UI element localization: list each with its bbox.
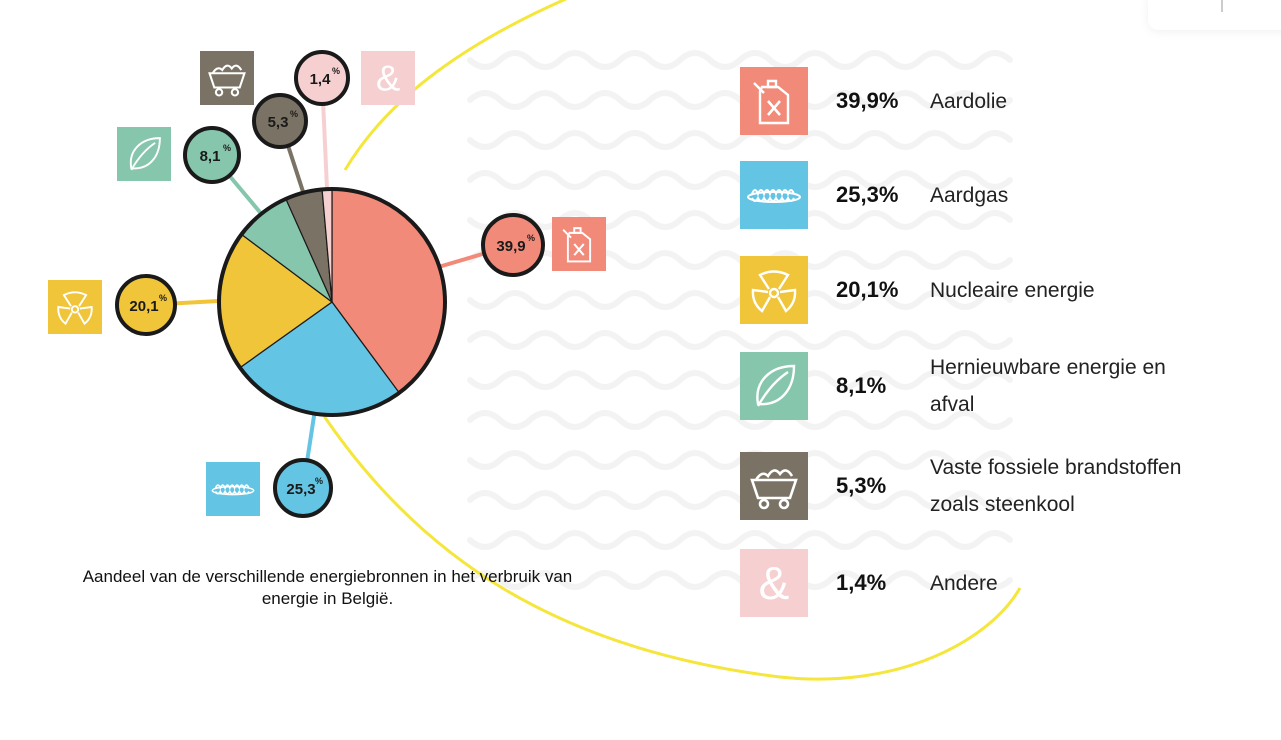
- legend-item: 8,1% Hernieuwbare energie en afval: [740, 352, 1260, 420]
- chart-caption: Aandeel van de verschillende energiebron…: [82, 567, 573, 608]
- legend: 39,9% Aardolie 25,3% Aardgas 20,1% Nucle…: [740, 0, 1260, 740]
- gas-flame-icon: [206, 462, 260, 516]
- svg-text:&: &: [376, 58, 400, 99]
- pie-label-bubble-0: [481, 213, 545, 277]
- legend-label: Aardolie: [930, 89, 1008, 113]
- legend-label: Aardgas: [930, 183, 1009, 207]
- legend-percentage: 8,1%: [836, 373, 887, 398]
- pie-data-label-unit-4: %: [290, 109, 298, 119]
- background-squiggle: [467, 410, 1013, 430]
- pie-data-label-3: 8,1: [200, 148, 221, 165]
- pie-data-label-5: 1,4: [310, 71, 332, 88]
- legend-item: 5,3% Vaste fossiele brandstoffen zoals s…: [740, 452, 1260, 520]
- top-right-card: [1148, 0, 1281, 30]
- legend-item: & 1,4% Andere: [740, 549, 1260, 617]
- pie-label-bubble-5: [294, 50, 350, 106]
- leaf-icon: [740, 352, 808, 420]
- legend-percentage: 20,1%: [836, 277, 899, 302]
- legend-percentage: 5,3%: [836, 473, 887, 498]
- background-squiggle: [467, 330, 1013, 350]
- pie-data-label-unit-5: %: [332, 66, 340, 76]
- background-squiggle: [467, 50, 1013, 70]
- legend-item: 39,9% Aardolie: [740, 67, 1260, 135]
- coal-cart-icon: [740, 452, 808, 520]
- legend-label: Nucleaire energie: [930, 278, 1095, 302]
- ampersand-icon: &: [740, 549, 808, 617]
- jerrycan-icon: [740, 67, 808, 135]
- pie-data-label-unit-2: %: [159, 293, 167, 303]
- background-squiggle: [467, 130, 1013, 150]
- pie-label-bubble-2: [115, 274, 177, 336]
- legend-item: 20,1% Nucleaire energie: [740, 256, 1260, 324]
- jerrycan-icon: [552, 217, 606, 271]
- ampersand-icon: &: [361, 51, 415, 105]
- card-divider: [1221, 0, 1223, 12]
- legend-label: Vaste fossiele brandstoffen zoals steenk…: [930, 456, 1182, 516]
- pie-data-label-unit-0: %: [527, 233, 535, 243]
- pie-label-bubble-3: [183, 126, 241, 184]
- svg-text:&: &: [759, 557, 790, 609]
- legend-item: 25,3% Aardgas: [740, 161, 1260, 229]
- gas-flame-icon: [740, 161, 808, 229]
- legend-percentage: 39,9%: [836, 88, 899, 113]
- legend-percentage: 25,3%: [836, 182, 899, 207]
- pie-labels: 39,9 %25,3 %20,1 %8,1 %5,3 %1,4%: [115, 50, 545, 518]
- pie-data-label-2: 20,1: [129, 298, 158, 315]
- legend-label: Andere: [930, 571, 998, 595]
- pie-slices: [217, 187, 447, 417]
- leaf-icon: [117, 127, 171, 181]
- pie-icons: &: [48, 51, 606, 516]
- background-squiggle: [467, 530, 1013, 550]
- radiation-icon: [48, 280, 102, 334]
- decorative-yellow-curve: [318, 0, 1022, 681]
- pie-outline: [217, 187, 447, 417]
- pie-data-label-1: 25,3: [286, 481, 315, 498]
- pie-label-bubble-1: [273, 458, 333, 518]
- coal-cart-icon: [200, 51, 254, 105]
- pie-data-label-unit-3: %: [223, 143, 231, 153]
- pie-data-label-4: 5,3: [268, 114, 289, 131]
- legend-percentage: 1,4%: [836, 570, 887, 595]
- pie-data-label-0: 39,9: [496, 238, 525, 255]
- legend-label: Hernieuwbare energie en afval: [930, 356, 1166, 416]
- pie-label-bubble-4: [252, 93, 308, 149]
- radiation-icon: [740, 256, 808, 324]
- pie-data-label-unit-1: %: [315, 476, 323, 486]
